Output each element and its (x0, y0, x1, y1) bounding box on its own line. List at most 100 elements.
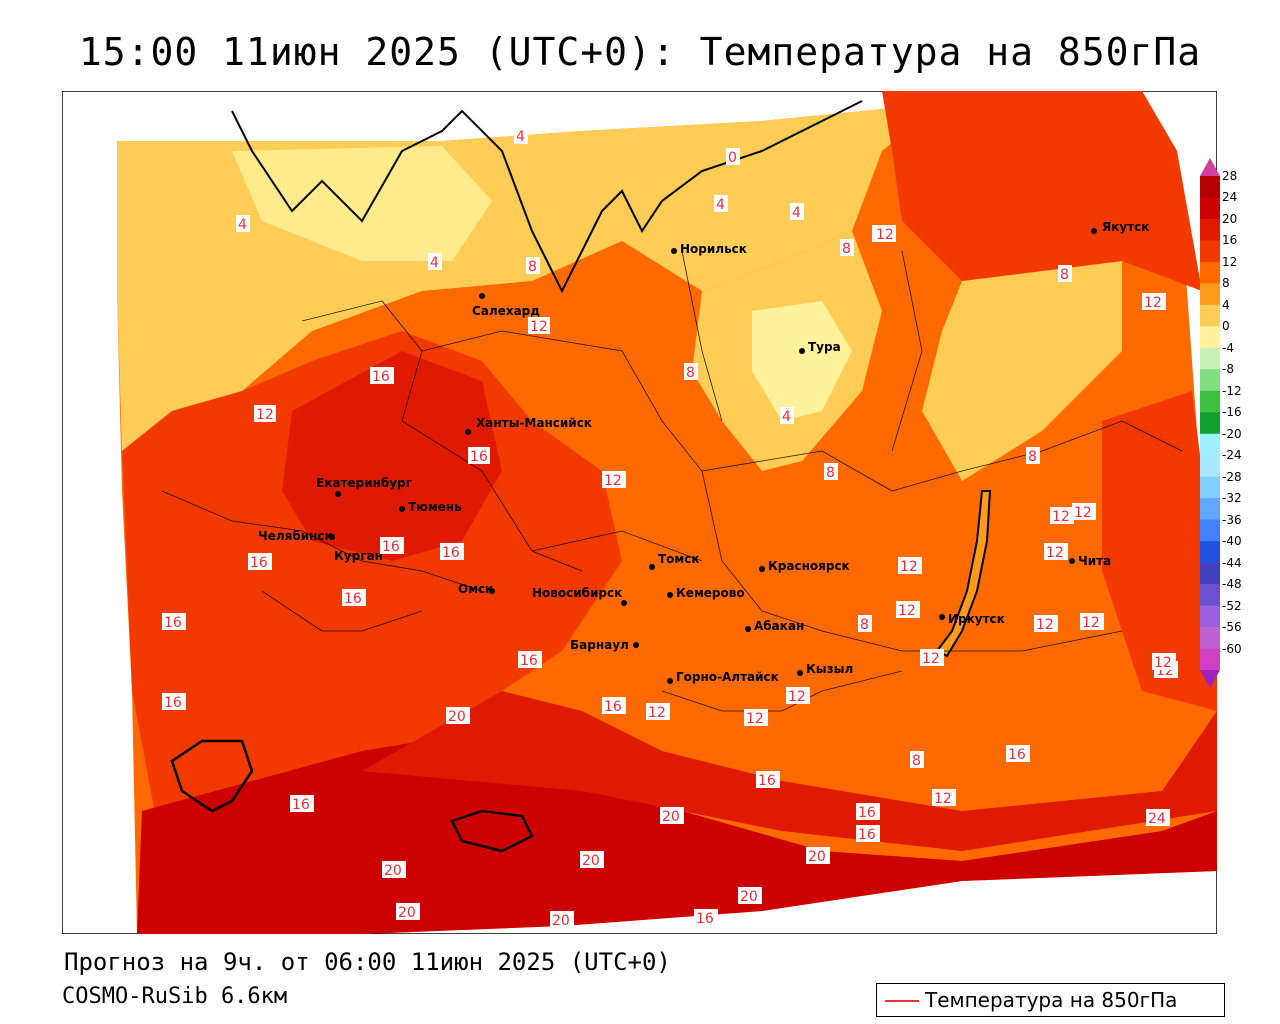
city-label: Курган (334, 549, 383, 563)
svg-text:16: 16 (164, 695, 182, 711)
legend: Температура на 850гПа (876, 983, 1225, 1017)
svg-text:12: 12 (746, 711, 764, 727)
isotherm-label: 8 (1026, 447, 1040, 465)
colorbar-tick-label: -48 (1222, 577, 1242, 592)
colorbar-tick-label: -16 (1222, 405, 1242, 420)
city-marker-barnaul (633, 642, 639, 648)
colorbar-segment (1200, 369, 1220, 392)
isotherm-label: 12 (896, 601, 920, 619)
city-label: Абакан (754, 619, 804, 633)
isotherm-label: 20 (396, 903, 420, 921)
colorbar-segment (1200, 519, 1220, 542)
city-marker-chelyabinsk (329, 534, 335, 540)
isotherm-label: 16 (856, 825, 880, 843)
city-marker-irkutsk (939, 614, 945, 620)
city-marker-khanty-mansiysk (465, 429, 471, 435)
svg-text:16: 16 (604, 699, 622, 715)
isotherm-label: 12 (1044, 543, 1068, 561)
svg-text:12: 12 (898, 603, 916, 619)
city-label: Якутск (1102, 220, 1149, 234)
city-marker-tyumen (399, 506, 405, 512)
isotherm-label: 4 (714, 195, 728, 213)
coastline (231, 100, 863, 294)
isotherm-label: 20 (806, 847, 830, 865)
isotherm-label: 8 (910, 751, 924, 769)
city-label: Чита (1078, 554, 1111, 568)
colorbar-segment (1200, 584, 1220, 607)
svg-text:12: 12 (922, 651, 940, 667)
svg-text:12: 12 (900, 559, 918, 575)
svg-text:20: 20 (552, 913, 570, 929)
colorbar-segment (1200, 283, 1220, 306)
colorbar-segment (1200, 304, 1220, 327)
isotherm-label: 12 (1152, 653, 1176, 671)
isotherm-label: 12 (1034, 615, 1058, 633)
colorbar-segment (1200, 240, 1220, 263)
south-hot-zone (362, 691, 1217, 851)
city-label: Омск (458, 582, 493, 596)
svg-text:16: 16 (344, 591, 362, 607)
svg-text:20: 20 (398, 905, 416, 921)
map-title: 15:00 11июн 2025 (UTC+0): Температура на… (78, 30, 1202, 74)
svg-text:4: 4 (516, 129, 525, 145)
svg-text:16: 16 (442, 545, 460, 561)
colorbar-segment (1200, 261, 1220, 284)
isotherm-label: 12 (1142, 293, 1166, 311)
colorbar-tick-label: -52 (1222, 598, 1242, 613)
svg-text:8: 8 (842, 241, 851, 257)
city-label: Ханты-Мансийск (476, 416, 592, 430)
colorbar-segment (1200, 197, 1220, 220)
legend-label: Температура на 850гПа (925, 988, 1178, 1012)
colorbar-segment (1200, 326, 1220, 349)
temperature-map: Якутск Норильск Салехард Тура Ханты-Манс… (62, 91, 1217, 934)
north-coldest-zone (232, 146, 492, 261)
city-marker-kemerovo (667, 592, 673, 598)
svg-text:12: 12 (648, 705, 666, 721)
isotherm-label: 24 (1146, 809, 1170, 827)
colorbar-segment (1200, 218, 1220, 241)
colorbar-tick-label: 16 (1222, 233, 1238, 248)
svg-text:12: 12 (1046, 545, 1064, 561)
svg-text:20: 20 (740, 889, 758, 905)
colorbar-top-arrow (1200, 158, 1220, 176)
colorbar-tick-label: -24 (1222, 448, 1242, 463)
city-label: Красноярск (768, 559, 850, 573)
isotherm-label: 16 (602, 697, 626, 715)
isotherm-label: 16 (518, 651, 542, 669)
colorbar-segment (1200, 498, 1220, 521)
isotherm-label: 12 (932, 789, 956, 807)
isotherm-label: 4 (790, 203, 804, 221)
svg-text:16: 16 (758, 773, 776, 789)
city-label: Томск (658, 552, 700, 566)
colorbar-segment (1200, 541, 1220, 564)
colorbar-tick-label: 28 (1222, 169, 1238, 183)
colorbar-tick-label: 4 (1222, 297, 1230, 312)
isotherm-label: 4 (428, 253, 442, 271)
city-marker-norilsk (671, 248, 677, 254)
svg-text:12: 12 (1154, 655, 1172, 671)
svg-text:8: 8 (912, 753, 921, 769)
colorbar-segment (1200, 605, 1220, 628)
colorbar-tick-label: 0 (1222, 319, 1230, 334)
isotherm-label: 16 (380, 537, 404, 555)
svg-text:12: 12 (1082, 615, 1100, 631)
city-label: Кызыл (806, 662, 853, 676)
colorbar-tick-label: 24 (1222, 190, 1238, 205)
colorbar-segment (1200, 433, 1220, 456)
isotherm-label: 20 (446, 707, 470, 725)
isotherm-label: 20 (580, 851, 604, 869)
region-borders (161, 250, 1183, 712)
city-marker-kyzyl (797, 670, 803, 676)
svg-text:16: 16 (382, 539, 400, 555)
ural-hot-zone (282, 351, 502, 561)
isotherm-label: 16 (756, 771, 780, 789)
isotherm-label: 20 (550, 911, 574, 929)
city-label: Тура (808, 340, 841, 354)
isotherm-label: 12 (1080, 613, 1104, 631)
svg-text:12: 12 (256, 407, 274, 423)
city-label: Норильск (680, 242, 747, 256)
isotherm-label: 12 (254, 405, 276, 423)
isotherm-label: 4 (780, 407, 794, 425)
isotherm-label: 0 (726, 148, 740, 166)
legend-line-swatch (885, 1000, 919, 1002)
